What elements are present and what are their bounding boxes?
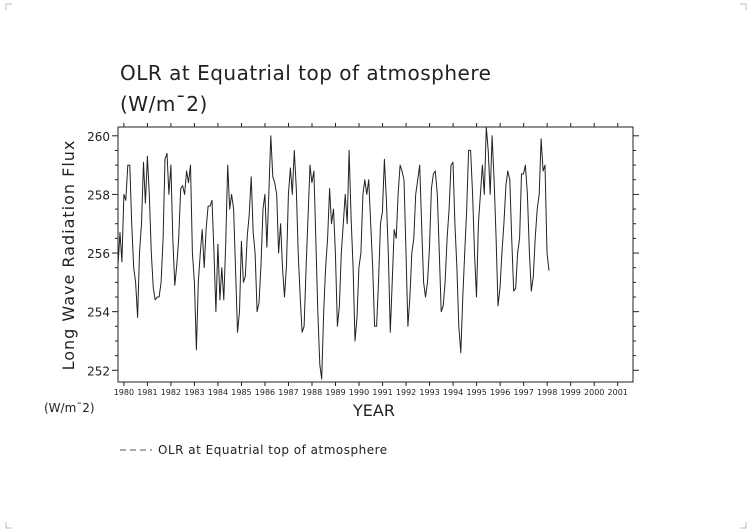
y-tick-label: 260 (87, 130, 110, 144)
x-tick-label: 1999 (561, 388, 581, 397)
y-tick-label: 258 (87, 188, 110, 202)
x-tick-label: 1990 (349, 388, 369, 397)
x-tick-label: 1995 (466, 388, 486, 397)
plot-frame (117, 126, 634, 383)
x-tick-label: 1984 (208, 388, 228, 397)
legend: OLR at Equatrial top of atmosphere (120, 443, 388, 457)
x-tick-label: 1997 (513, 388, 533, 397)
x-tick-label: 1981 (137, 388, 157, 397)
y-tick-label: 254 (87, 306, 110, 320)
y-tick-label: 256 (87, 247, 110, 261)
x-tick-label: 1993 (419, 388, 439, 397)
x-tick-label: 1991 (372, 388, 392, 397)
x-tick-label: 1992 (396, 388, 416, 397)
x-tick-label: 1988 (302, 388, 322, 397)
y-tick-label: 252 (87, 364, 110, 378)
x-axis-ticks: 1980 1981 1982 1983 1984 1985 1986 1987 1988 1989… (114, 123, 628, 397)
minor-ticks (115, 149, 636, 357)
x-tick-label: 1987 (278, 388, 298, 397)
series-line-olr (117, 126, 550, 380)
x-tick-label: 1986 (255, 388, 275, 397)
x-tick-label: 1985 (231, 388, 251, 397)
page-corner-marks (5, 3, 747, 529)
x-tick-label: 1994 (443, 388, 463, 397)
chart-title: OLR at Equatrial top of atmosphere (120, 61, 491, 85)
x-tick-label: 1983 (184, 388, 204, 397)
x-tick-label: 2001 (608, 388, 628, 397)
x-tick-label: 1989 (325, 388, 345, 397)
x-tick-label: 1980 (114, 388, 134, 397)
y-axis-ticks: 252 254 256 258 260 (87, 130, 639, 378)
y-axis-label: Long Wave Radiation Flux (59, 140, 78, 371)
chart-title-unit: (W/m¯2) (120, 92, 208, 116)
x-tick-label: 1998 (537, 388, 557, 397)
x-tick-label: 1996 (490, 388, 510, 397)
x-tick-label: 1982 (161, 388, 181, 397)
x-axis-label: YEAR (352, 401, 395, 420)
x-tick-label: 2000 (584, 388, 604, 397)
y-axis-unit: (W/m¯2) (44, 401, 95, 415)
legend-label: OLR at Equatrial top of atmosphere (158, 443, 388, 457)
